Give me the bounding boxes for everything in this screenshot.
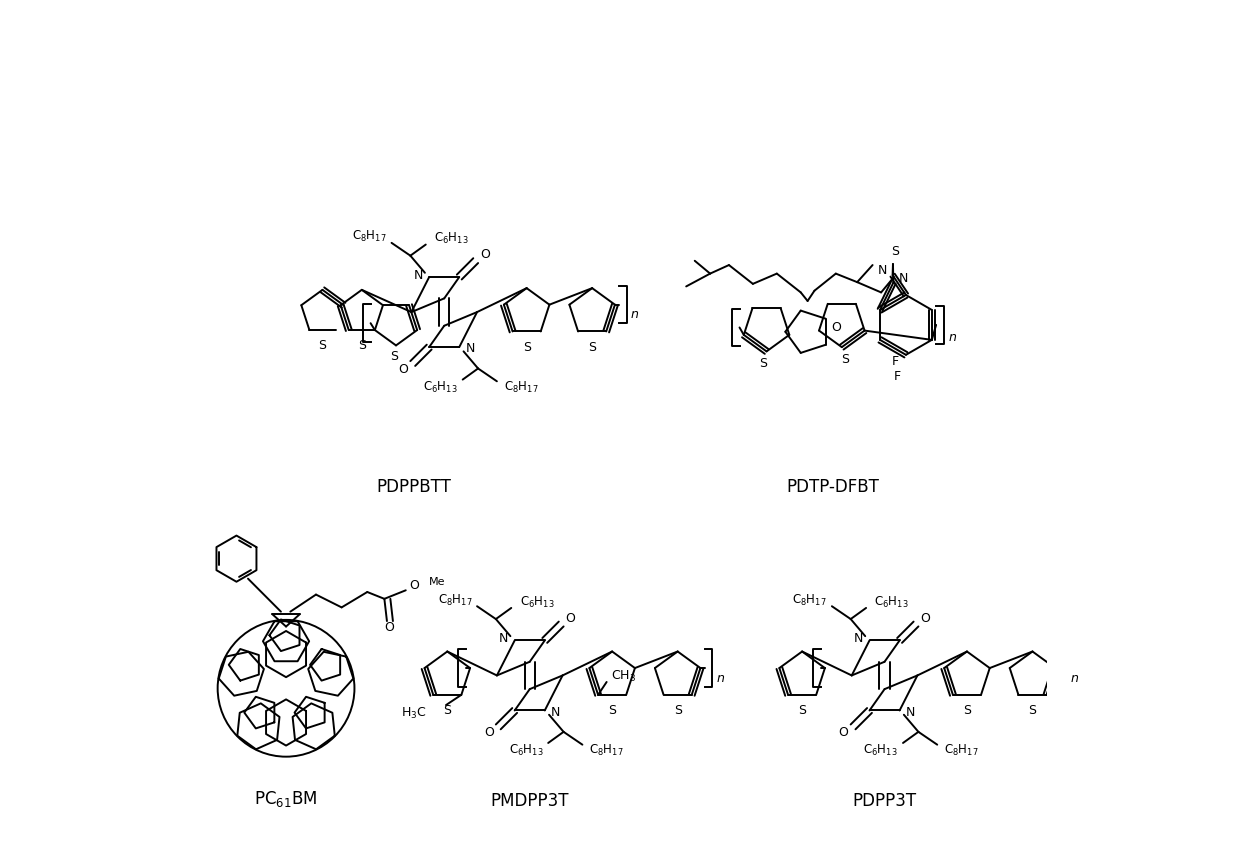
Text: O: O: [409, 579, 419, 592]
Text: O: O: [566, 611, 576, 624]
Text: O: O: [921, 611, 930, 624]
Text: F: F: [893, 369, 901, 383]
Text: F: F: [892, 355, 900, 368]
Text: C$_6$H$_{13}$: C$_6$H$_{13}$: [434, 231, 468, 246]
Text: O: O: [831, 321, 841, 334]
Text: CH$_3$: CH$_3$: [611, 669, 637, 683]
Text: N: N: [854, 632, 864, 646]
Text: PDPPBTT: PDPPBTT: [377, 478, 452, 497]
Text: S: S: [444, 704, 451, 717]
Text: N: N: [551, 705, 560, 719]
Text: N: N: [900, 272, 908, 285]
Text: C$_8$H$_{17}$: C$_8$H$_{17}$: [944, 743, 979, 758]
Text: O: O: [839, 727, 849, 740]
Text: N: N: [414, 268, 422, 282]
Text: S: S: [760, 357, 767, 370]
Text: S: S: [891, 245, 898, 257]
Text: n: n: [716, 672, 724, 685]
Text: C$_6$H$_{13}$: C$_6$H$_{13}$: [875, 594, 909, 610]
Text: N: N: [466, 342, 475, 356]
Text: O: O: [484, 727, 494, 740]
Text: PMDPP3T: PMDPP3T: [491, 792, 569, 811]
Text: C$_6$H$_{13}$: C$_6$H$_{13}$: [509, 743, 543, 758]
Text: C$_6$H$_{13}$: C$_6$H$_{13}$: [864, 743, 898, 758]
Text: C$_8$H$_{17}$: C$_8$H$_{17}$: [352, 229, 387, 245]
Text: n: n: [631, 309, 638, 321]
Text: S: S: [963, 704, 971, 717]
Text: n: n: [1070, 672, 1079, 685]
Text: PDPP3T: PDPP3T: [852, 792, 917, 811]
Text: C$_6$H$_{13}$: C$_6$H$_{13}$: [424, 380, 457, 395]
Text: H$_3$C: H$_3$C: [400, 706, 426, 721]
Text: C$_6$H$_{13}$: C$_6$H$_{13}$: [519, 594, 554, 610]
Text: C$_8$H$_{17}$: C$_8$H$_{17}$: [503, 380, 538, 395]
Text: O: O: [384, 622, 394, 634]
Text: N: N: [499, 632, 508, 646]
Text: N: N: [906, 705, 916, 719]
Text: S: S: [841, 352, 849, 366]
Text: N: N: [877, 264, 887, 277]
Text: S: S: [608, 704, 616, 717]
Text: S: S: [523, 340, 530, 354]
Text: C$_8$H$_{17}$: C$_8$H$_{17}$: [437, 593, 472, 608]
Text: S: S: [358, 339, 366, 352]
Text: O: O: [481, 248, 491, 261]
Text: C$_8$H$_{17}$: C$_8$H$_{17}$: [793, 593, 826, 608]
Text: PC$_{61}$BM: PC$_{61}$BM: [254, 789, 317, 810]
Text: S: S: [1028, 704, 1037, 717]
Text: O: O: [399, 363, 409, 376]
Text: Me: Me: [429, 577, 445, 587]
Text: PDTP-DFBT: PDTP-DFBT: [787, 478, 880, 497]
Text: S: S: [798, 704, 807, 717]
Text: S: S: [318, 339, 326, 352]
Text: S: S: [589, 340, 596, 354]
Text: S: S: [390, 350, 398, 363]
Text: C$_8$H$_{17}$: C$_8$H$_{17}$: [589, 743, 623, 758]
Text: S: S: [674, 704, 681, 717]
Text: n: n: [948, 331, 957, 345]
